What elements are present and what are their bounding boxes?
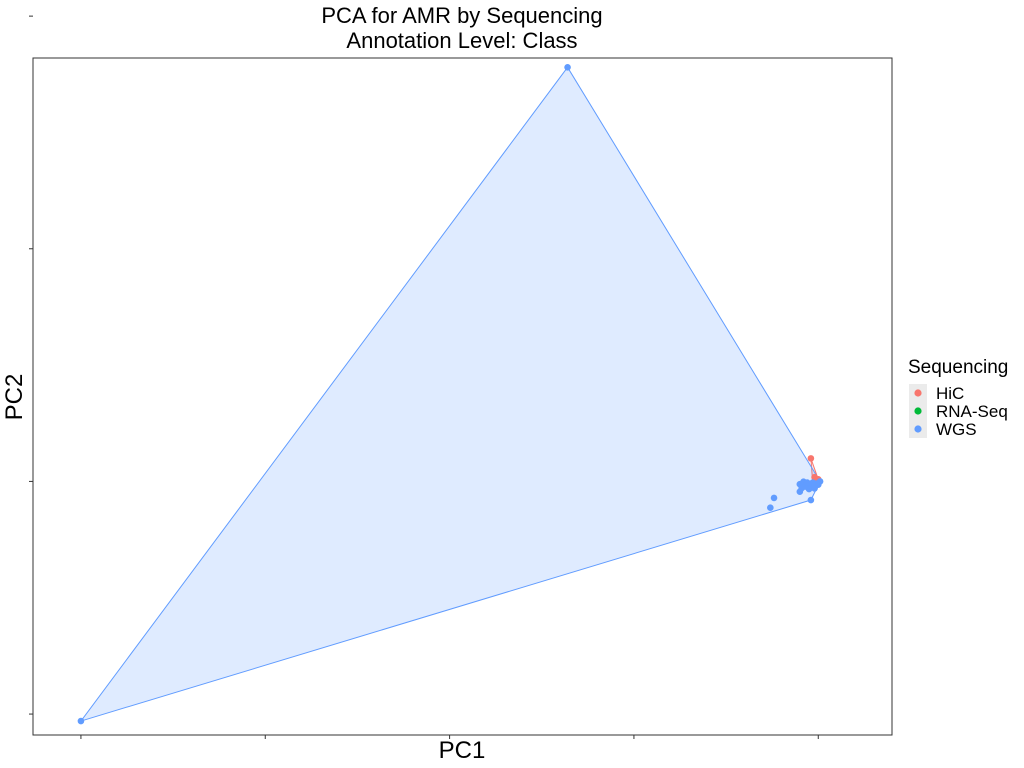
hull-wgs [79, 66, 821, 722]
point-wgs [770, 494, 778, 502]
legend-label-hic: HiC [936, 384, 964, 403]
chart-title: PCA for AMR by Sequencing [321, 3, 602, 28]
axis-ticks [29, 15, 819, 739]
point-wgs [767, 504, 774, 512]
legend-key-wgs [914, 425, 922, 433]
plot-panel-border [32, 57, 893, 736]
legend-title: Sequencing [908, 357, 1008, 378]
point-wgs [798, 484, 805, 492]
x-axis-label: PC1 [439, 737, 486, 764]
legend-key-hic [914, 389, 922, 397]
point-wgs [77, 717, 85, 725]
chart-subtitle: Annotation Level: Class [346, 28, 577, 53]
point-wgs [807, 496, 815, 504]
legend-label-rna-seq: RNA-Seq [936, 402, 1008, 421]
point-wgs [564, 64, 571, 71]
legend-key-rna-seq [914, 407, 922, 415]
hull-layer [79, 66, 821, 722]
point-wgs [803, 479, 811, 486]
point-hic [807, 455, 815, 462]
point-wgs [811, 485, 818, 492]
point-wgs [809, 479, 817, 486]
points-layer [77, 64, 824, 725]
legend-label-wgs: WGS [936, 420, 977, 439]
y-axis-label: PC2 [1, 374, 28, 421]
